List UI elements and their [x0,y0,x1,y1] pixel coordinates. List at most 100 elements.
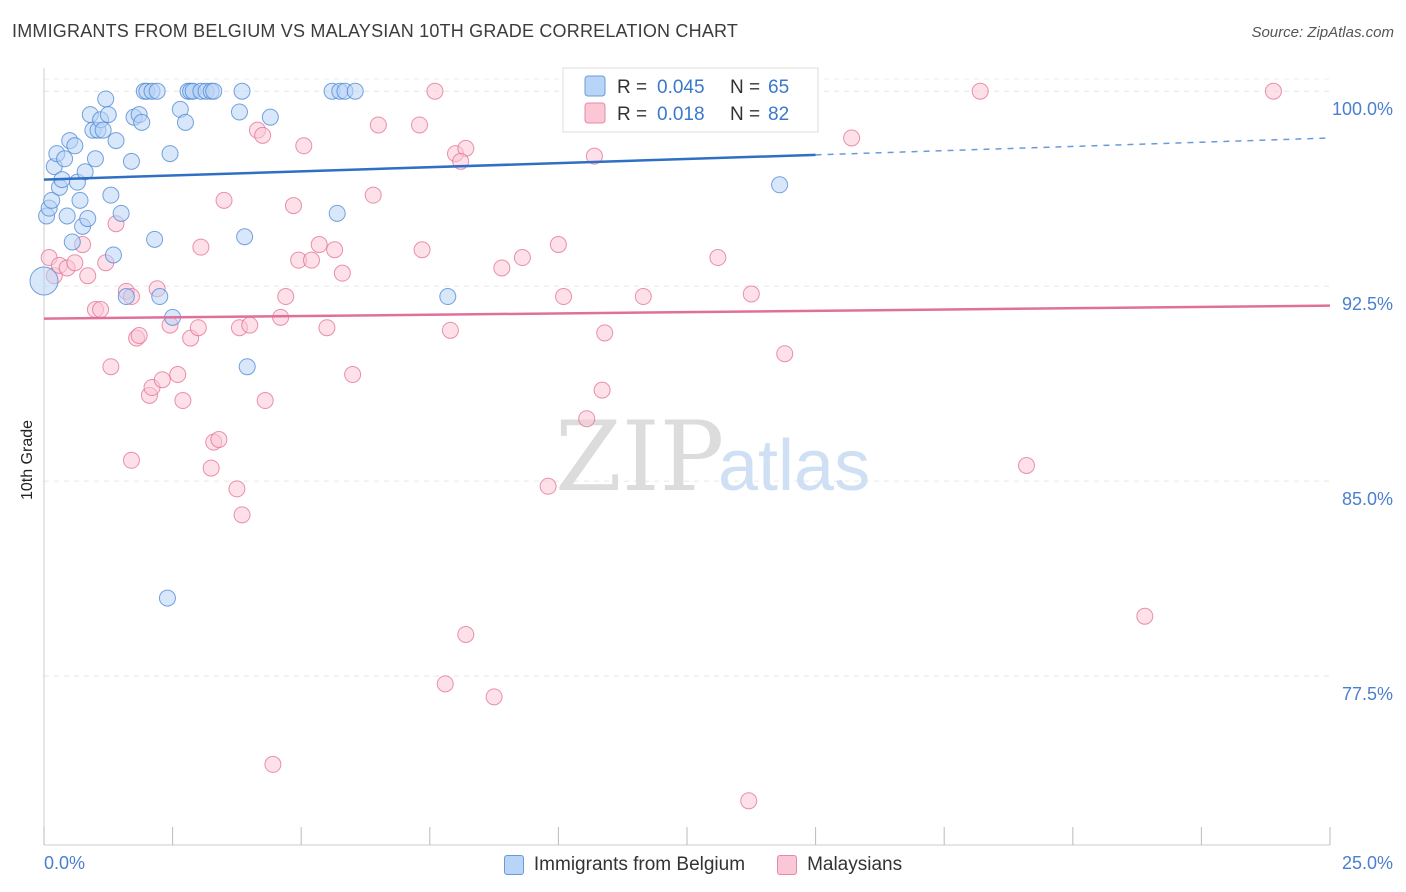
legend-swatch-belgium [503,855,524,875]
malaysian-point [189,319,207,337]
malaysian-point [130,327,148,345]
belgium-point [439,288,457,306]
malaysian-point [295,137,313,155]
malaysian-point [174,392,192,410]
belgium-point [161,145,179,163]
stats-legend-swatch-blue [584,75,606,97]
malaysian-point [776,345,794,363]
malaysian-point [202,459,220,477]
legend-item-malaysians[interactable]: Malaysians [777,854,902,876]
malaysian-point [344,366,362,384]
malaysian-point [539,477,557,495]
data-points [29,82,1282,810]
trend-line-belgium-extension [815,137,1331,156]
belgium-point [107,132,125,150]
malaysian-point [310,236,328,254]
malaysian-point [233,506,251,524]
trend-line-malaysians [43,304,1331,320]
y-tick-label: 92.5% [1342,294,1393,314]
belgium-point [76,163,94,181]
malaysian-point [1264,82,1282,100]
malaysian-point [436,675,454,693]
malaysian-point [277,288,295,306]
belgium-point [58,207,76,225]
legend-r-value-2: 0.018 [657,104,705,125]
malaysian-point [369,116,387,134]
legend-r-label-1: R = [617,77,647,98]
malaysian-point [256,392,274,410]
belgium-point [133,113,151,131]
belgium-point [94,121,112,139]
x-tick-labels: 0.0% 25.0% [44,853,1393,873]
malaysian-point [493,259,511,277]
malaysian-point [264,755,282,773]
gridlines [44,78,1330,677]
belgium-point [122,152,140,170]
belgium-point [63,233,81,251]
y-tick-label: 100.0% [1332,99,1393,119]
malaysian-point [585,147,603,165]
malaysian-point [555,288,573,306]
legend-swatch-malaysians [777,855,798,875]
belgium-point [56,150,74,168]
belgium-point [79,210,97,228]
trend-lines [43,137,1331,320]
x-tick-label-left: 0.0% [44,853,85,873]
malaysian-point [441,321,459,339]
belgium-point [151,288,169,306]
legend-n-value-2: 82 [768,104,789,125]
malaysian-point [843,129,861,147]
belgium-point [238,358,256,376]
chart-title: IMMIGRANTS FROM BELGIUM VS MALAYSIAN 10T… [12,21,739,41]
malaysian-point [1136,607,1154,625]
malaysian-point [413,241,431,259]
malaysian-point [426,82,444,100]
malaysian-point [578,410,596,428]
malaysian-point [411,116,429,134]
malaysian-point [228,480,246,498]
y-tick-labels: 100.0% 92.5% 85.0% 77.5% [1332,99,1393,704]
belgium-point [66,137,84,155]
malaysian-point [326,241,344,259]
series-legend: Immigrants from Belgium Malaysians [0,850,1406,880]
malaysian-point [122,451,140,469]
malaysian-point [102,358,120,376]
legend-n-label-1: N = [730,77,760,98]
belgium-point [261,108,279,126]
belgium-point [99,106,117,124]
malaysian-point [513,249,531,267]
malaysian-point [971,82,989,100]
belgium-point [146,230,164,248]
belgium-point [205,82,223,100]
y-axis-label-container: 10th Grade [16,380,40,540]
legend-r-label-2: R = [617,104,647,125]
y-axis-label: 10th Grade [19,419,36,501]
belgium-point [29,266,59,296]
malaysian-point [593,381,611,399]
legend-label-malaysians: Malaysians [807,854,903,875]
y-tick-label: 85.0% [1342,489,1393,509]
stats-legend: R = 0.045 N = 65 R = 0.018 N = 82 [562,67,819,133]
malaysian-point [333,264,351,282]
belgium-point [158,589,176,607]
malaysian-point [596,324,614,342]
trend-line-belgium [43,153,816,181]
belgium-point [233,82,251,100]
legend-item-belgium[interactable]: Immigrants from Belgium [503,854,745,876]
malaysian-point [192,238,210,256]
malaysian-point [740,792,758,810]
belgium-point [104,246,122,264]
belgium-point [148,82,166,100]
belgium-point [102,186,120,204]
malaysian-point [169,366,187,384]
malaysian-point [66,254,84,272]
belgium-point [117,288,135,306]
belgium-point [43,191,61,209]
malaysian-point [241,316,259,334]
malaysian-point [364,186,382,204]
belgium-point [346,82,364,100]
malaysian-point [92,301,110,319]
malaysian-point [1018,456,1036,474]
belgium-point [328,204,346,222]
malaysian-point [79,267,97,285]
